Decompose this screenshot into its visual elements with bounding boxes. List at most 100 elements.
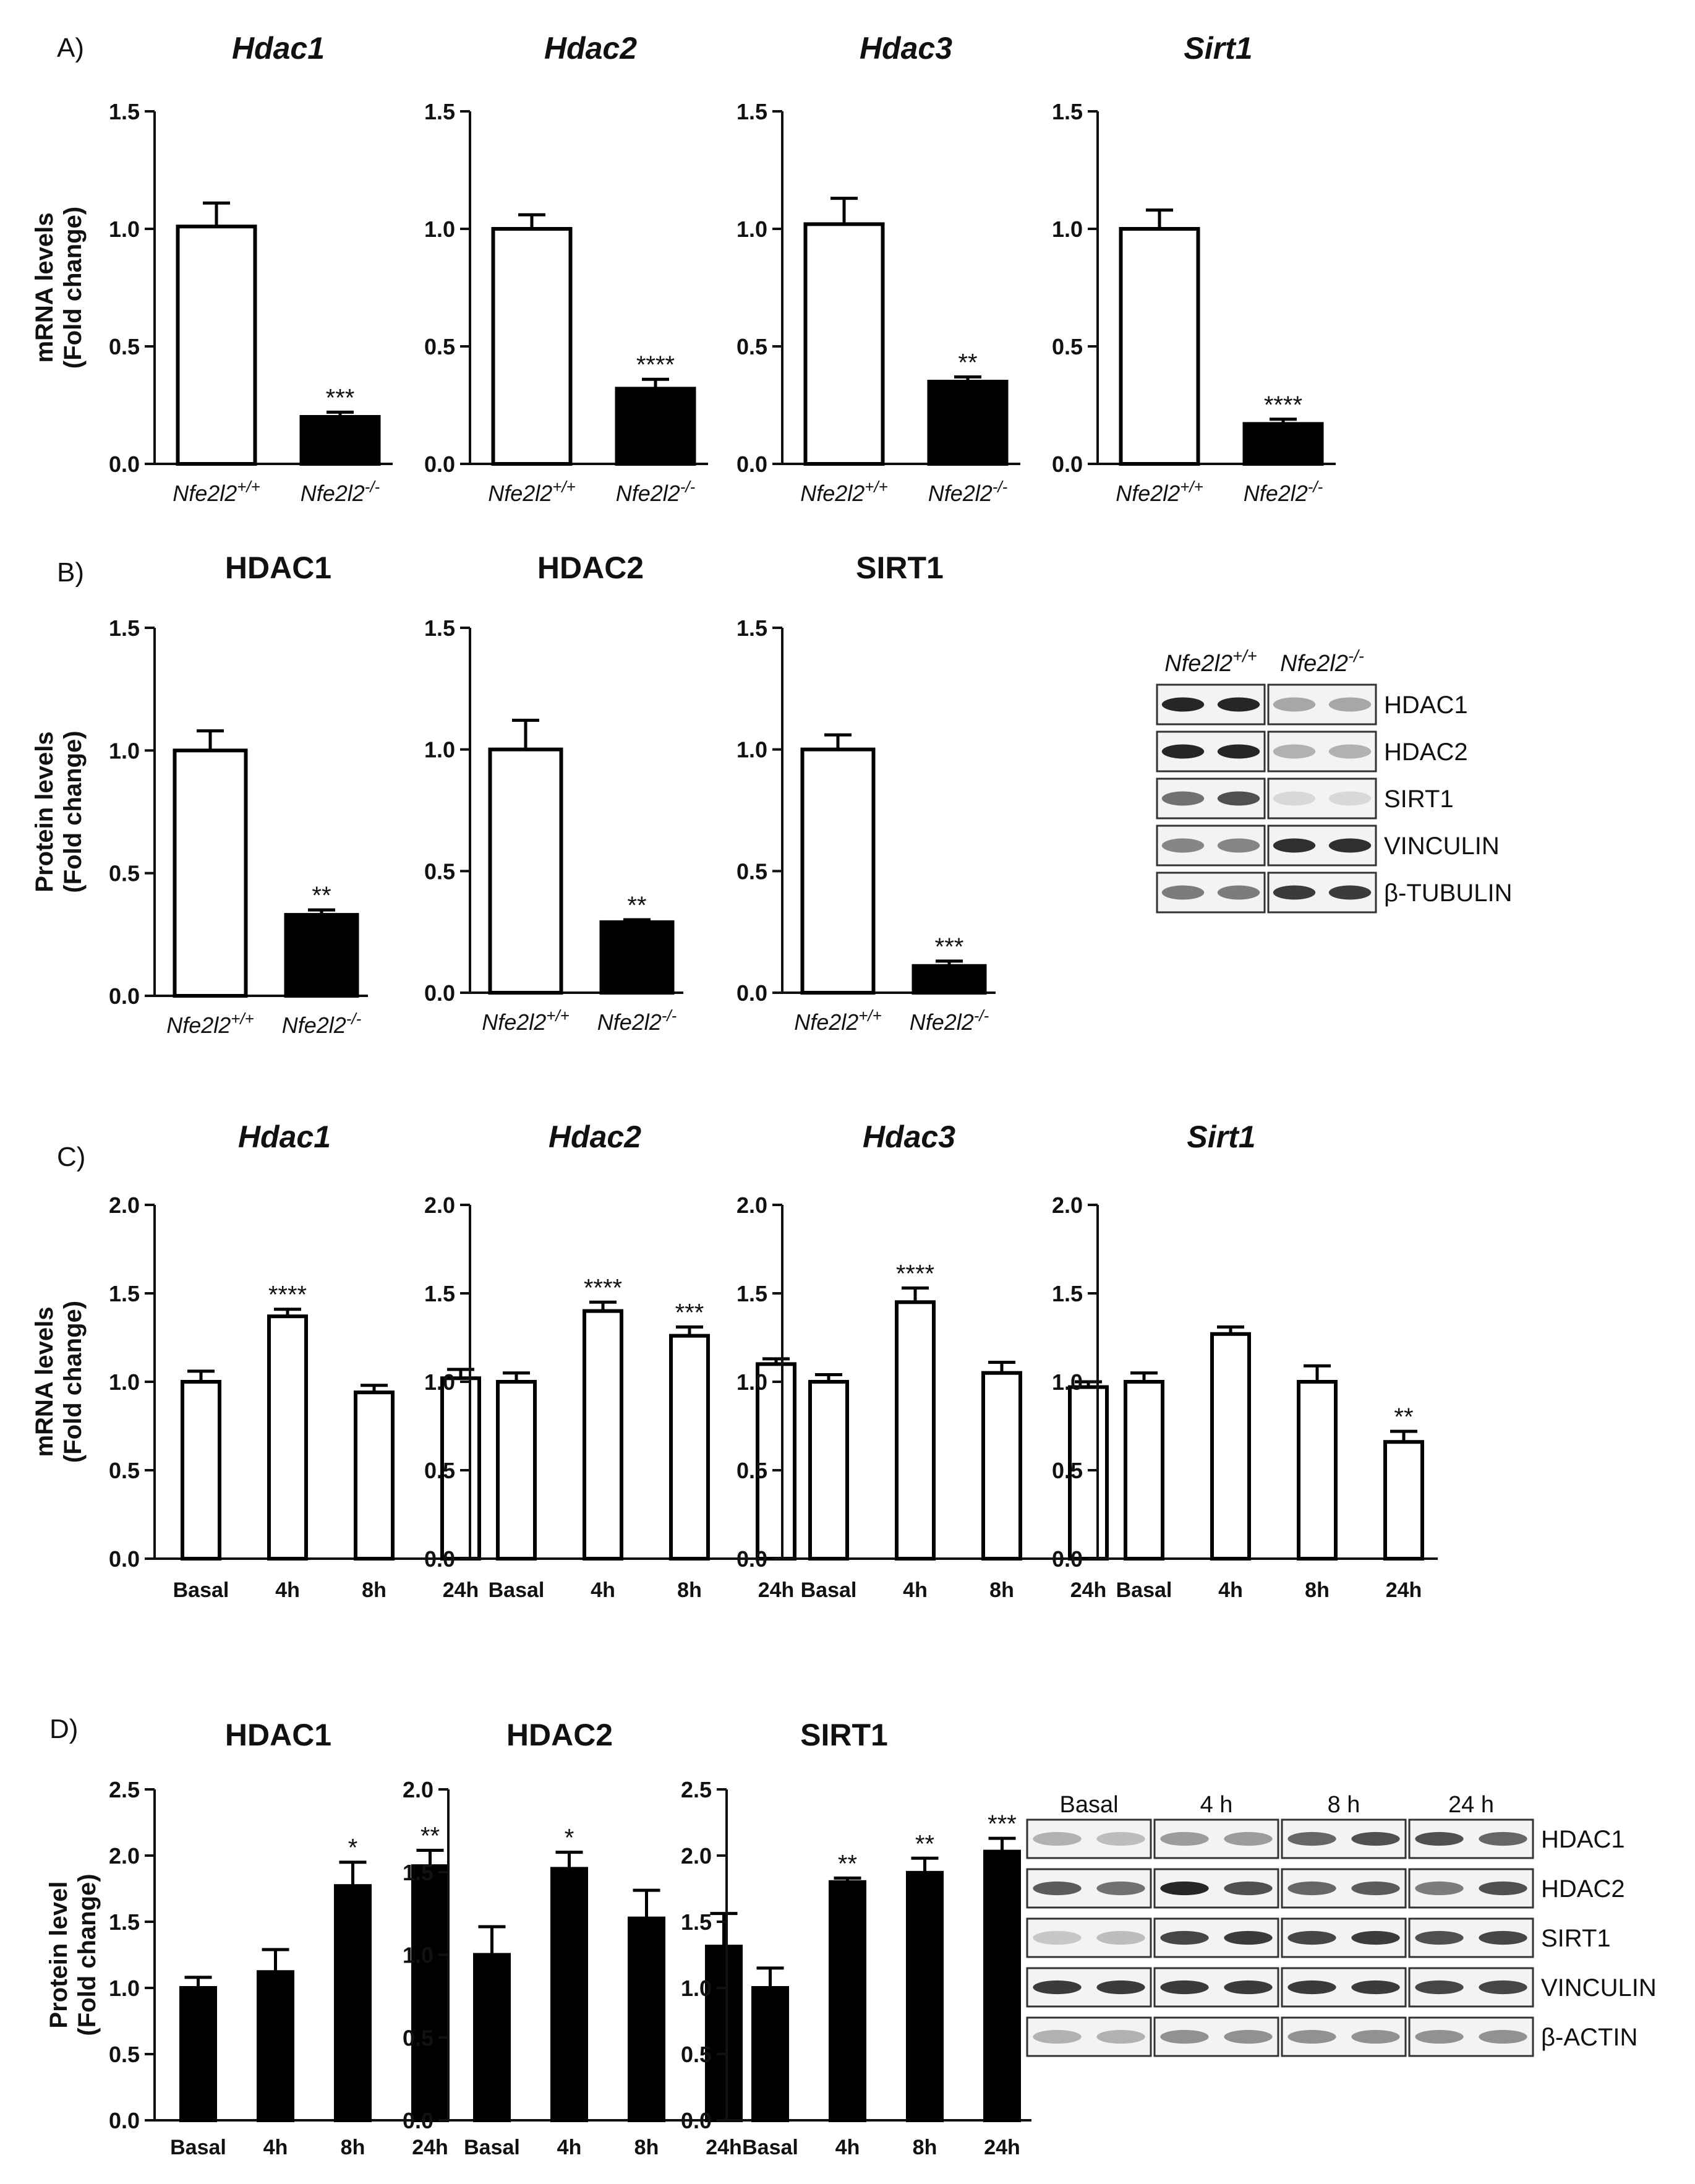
blot-row-label: HDAC1: [1541, 1826, 1625, 1853]
y-tick-label: 0.5: [424, 859, 455, 884]
y-tick-label: 1.5: [109, 1909, 140, 1935]
x-tick-label: 24h: [984, 2136, 1020, 2159]
blot-band: [1351, 1881, 1400, 1896]
chart-c2: Hdac2 0.0 0.5 1.0 1.5 2.0 Basal **** 4h *** 8h 24h: [424, 1120, 810, 1602]
blot-band: [1217, 838, 1260, 853]
y-tick-label: 0.0: [681, 2108, 712, 2133]
blot-d: Basal 4 h 8 h 24 h HDAC1 HDAC2 SIRT1 VINCULIN β-…: [1026, 1792, 1657, 2057]
significance-label: ****: [636, 351, 675, 379]
panel-label-b: B): [57, 557, 84, 588]
blot-band: [1224, 1881, 1273, 1896]
x-tick-label: 8h: [989, 1578, 1014, 1602]
y-axis-label: mRNA levels: [31, 1306, 58, 1457]
y-tick-label: 0.5: [109, 1458, 140, 1483]
y-tick-label: 2.0: [1052, 1193, 1083, 1218]
blot-row-label: SIRT1: [1384, 786, 1454, 813]
blot-band: [1328, 791, 1372, 806]
bar: [906, 1870, 944, 2123]
y-tick-label: 0.0: [424, 1546, 455, 1572]
x-tick-label: 8h: [913, 2136, 937, 2159]
blot-band: [1161, 697, 1205, 712]
y-tick-label: 0.5: [1052, 1458, 1083, 1483]
blot-strip: [1408, 2016, 1534, 2057]
blot-group-header: 8 h: [1328, 1792, 1360, 1818]
x-tick-label: Nfe2l2+/+: [1116, 479, 1203, 506]
y-tick-label: 1.0: [109, 738, 140, 763]
y-axis-label: (Fold change): [59, 1301, 87, 1463]
significance-label: *: [348, 1835, 358, 1862]
significance-label: ***: [988, 1810, 1017, 1838]
y-tick-label: 2.0: [403, 1777, 433, 1802]
y-tick-label: 0.0: [109, 983, 140, 1009]
y-tick-label: 0.5: [109, 2042, 140, 2067]
significance-label: ****: [268, 1282, 307, 1309]
bar: [751, 1986, 789, 2122]
panel-label-a: A): [57, 33, 84, 63]
y-tick-label: 1.0: [1052, 1369, 1083, 1395]
chart-title: HDAC2: [506, 1718, 613, 1752]
y-axis-label: (Fold change): [59, 730, 87, 893]
chart-b1: HDAC1 0.0 0.5 1.0 1.5 Protein levels (Fold cha…: [31, 550, 368, 1038]
x-tick-label: Basal: [742, 2136, 798, 2159]
blot-row-label: HDAC1: [1384, 692, 1468, 719]
x-tick-label: Nfe2l2-/-: [910, 1008, 989, 1035]
bar: [181, 1380, 221, 1561]
chart-title: Hdac3: [863, 1120, 955, 1154]
blot-band: [1328, 744, 1372, 759]
blot-band: [1479, 2029, 1527, 2044]
y-tick-label: 1.0: [109, 1369, 140, 1395]
blot-band: [1160, 1980, 1209, 1995]
bar: [496, 1380, 537, 1561]
x-tick-label: Nfe2l2+/+: [794, 1008, 882, 1035]
y-tick-label: 1.5: [424, 99, 455, 124]
blot-band: [1224, 2029, 1273, 2044]
y-tick-label: 2.5: [681, 1777, 712, 1802]
y-tick-label: 1.0: [109, 216, 140, 242]
y-tick-label: 2.0: [736, 1193, 767, 1218]
blot-strip: [1026, 1818, 1152, 1859]
bar: [628, 1916, 665, 2122]
bar: [800, 747, 876, 995]
y-tick-label: 2.0: [109, 1843, 140, 1869]
x-tick-label: Basal: [173, 1578, 229, 1602]
x-tick-label: 8h: [677, 1578, 702, 1602]
x-tick-label: 4h: [275, 1578, 300, 1602]
y-tick-label: 0.5: [109, 861, 140, 886]
x-tick-label: 4h: [557, 2136, 582, 2159]
x-tick-label: Nfe2l2-/-: [301, 479, 380, 506]
x-tick-label: Nfe2l2+/+: [482, 1008, 570, 1035]
blot-group-header: Basal: [1059, 1792, 1118, 1818]
chart-d2: HDAC2 0.0 0.5 1.0 1.5 2.0 Basal * 4h 8h 24h: [403, 1718, 753, 2159]
chart-c4: Sirt1 0.0 0.5 1.0 1.5 2.0 Basal 4h 8h ** 24h: [1052, 1120, 1438, 1602]
blot-band: [1033, 1881, 1082, 1896]
blot-band: [1287, 1930, 1336, 1945]
x-tick-label: Basal: [1116, 1578, 1172, 1602]
blot-band: [1415, 1980, 1464, 1995]
blot-band: [1351, 1831, 1400, 1846]
blot-band: [1479, 1881, 1527, 1896]
chart-title: SIRT1: [800, 1718, 888, 1752]
blot-band: [1479, 1930, 1527, 1945]
chart-a1: Hdac1 0.0 0.5 1.0 1.5 mRNA levels (Fold change…: [31, 31, 393, 506]
x-tick-label: Nfe2l2-/-: [597, 1008, 677, 1035]
chart-title: Hdac2: [544, 31, 637, 66]
x-tick-label: Nfe2l2+/+: [166, 1011, 254, 1038]
blot-strip: [1026, 1917, 1152, 1958]
blot-band: [1161, 744, 1205, 759]
y-axis-label: Protein level: [45, 1882, 72, 2029]
y-tick-label: 1.5: [736, 615, 767, 641]
x-tick-label: 4h: [903, 1578, 928, 1602]
blot-strip: [1267, 730, 1377, 773]
significance-label: **: [312, 882, 331, 909]
bar: [284, 913, 359, 998]
y-tick-label: 1.5: [403, 1860, 433, 1885]
chart-title: Hdac2: [549, 1120, 641, 1154]
bar: [615, 387, 696, 466]
bar: [1242, 422, 1324, 466]
x-tick-label: Nfe2l2-/-: [616, 479, 696, 506]
y-tick-label: 2.0: [681, 1843, 712, 1869]
bar: [803, 222, 885, 466]
blot-strip: [1267, 683, 1377, 726]
blot-row-label: VINCULIN: [1384, 833, 1500, 860]
x-tick-label: 4h: [591, 1578, 615, 1602]
